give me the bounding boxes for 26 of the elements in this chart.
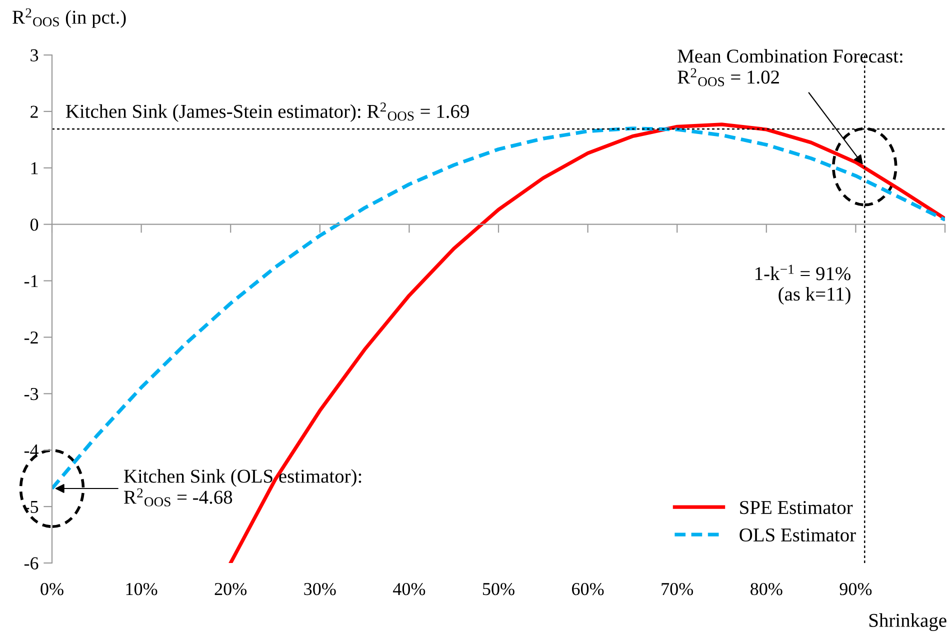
x-tick-label: 70% (662, 582, 694, 596)
ref-line-label: 1-k$^{−1}$ = 91% (as k=11) (756, 264, 850, 305)
x-tick-label: 30% (304, 582, 336, 596)
x-tick-label: 0% (40, 582, 64, 596)
x-tick-label: 10% (126, 582, 158, 596)
y-tick-label: 2 (30, 106, 38, 118)
x-tick-label: 40% (393, 582, 426, 596)
x-tick-label: 20% (214, 582, 247, 596)
y-tick-label: 1 (31, 162, 38, 174)
y-tick-label: -6 (24, 557, 38, 570)
x-axis-title: Shrinkage (869, 613, 946, 631)
x-tick-label: 50% (483, 582, 514, 596)
x-tick-label: 90% (840, 582, 872, 596)
y-tick-label: -3 (24, 388, 38, 400)
x-tick-label: 80% (750, 582, 782, 596)
legend-label: SPE Estimator (740, 501, 853, 514)
y-tick-label: -1 (24, 275, 38, 288)
x-tick-label: 60% (572, 582, 604, 596)
y-axis-title: R$^{2}$$_{OOS}$ (in pct.) (12, 8, 126, 28)
y-tick-label: -2 (24, 332, 38, 344)
y-tick-label: 0 (30, 218, 38, 231)
annotation: Mean Combination Forecast: R$^{2}$$_{OOS}$ = 1.02 (678, 49, 902, 86)
annotation: Kitchen Sink (OLS estimator): R$^{2}$$_{OOS}$ = -4.68 (124, 469, 362, 506)
legend-label: OLS Estimator (740, 528, 856, 542)
y-tick-label: 3 (30, 49, 38, 62)
ref-line-label: Kitchen Sink (James-Stein estimator): R$^{2}$$_{OOS}$ = 1.69 (66, 102, 469, 122)
